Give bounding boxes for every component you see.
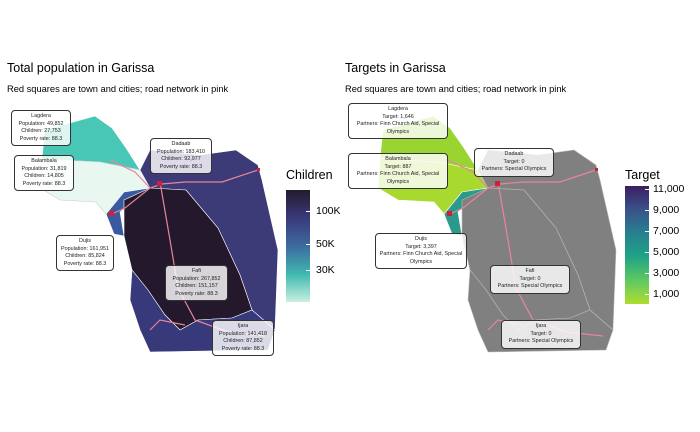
target-tick-mark <box>645 231 649 232</box>
target-tick-mark <box>645 210 649 211</box>
children-legend-colorbar <box>286 190 310 302</box>
left-map-subtitle: Red squares are town and cities; road ne… <box>7 84 229 94</box>
label-dujis: Dujis Target: 3,397 Partners: Finn Church… <box>375 233 467 270</box>
right-map-panel: Targets in Garissa Red squares are town … <box>340 0 700 432</box>
target-tick-mark <box>645 273 649 274</box>
target-tick-mark <box>645 252 649 253</box>
label-fafi: Fafi Target: 0 Partners: Special Olympics <box>490 265 570 294</box>
children-tick-mark <box>306 244 310 245</box>
town-markers <box>109 168 260 216</box>
target-legend-colorbar <box>625 186 649 304</box>
left-map-title: Total population in Garissa <box>7 61 155 75</box>
target-tick-label: 5,000 <box>653 246 680 258</box>
target-tick-mark <box>645 189 649 190</box>
label-dadaab: Dadaab Target: 0 Partners: Special Olympi… <box>474 148 554 177</box>
label-lagdera: Lagdera Target: 1,646 Partners: Finn Chur… <box>348 103 448 140</box>
left-map-panel: Total population in Garissa Red squares … <box>7 61 341 357</box>
target-tick-label: 3,000 <box>653 267 680 279</box>
target-tick-label: 7,000 <box>653 225 680 237</box>
right-map-title: Targets in Garissa <box>345 61 446 75</box>
children-tick-mark <box>306 211 310 212</box>
children-tick-mark <box>306 270 310 271</box>
target-tick-label: 1,000 <box>653 288 680 300</box>
label-fafi: Fafi Population: 267,852 Children: 151,15… <box>165 265 228 302</box>
label-ijara: Ijara Population: 141,418 Children: 87,85… <box>212 320 274 357</box>
target-tick-mark <box>645 294 649 295</box>
label-balambala: Balambala Population: 31,819 Children: 14… <box>14 155 74 192</box>
children-tick-label: 30K <box>316 264 335 276</box>
children-tick-label: 50K <box>316 238 335 250</box>
label-dujis: Dujis Population: 161,951 Children: 85,82… <box>56 235 114 272</box>
label-balambala: Balambala Target: 887 Partners: Finn Chur… <box>348 153 448 190</box>
children-legend-title: Children <box>286 168 333 182</box>
right-map-subtitle: Red squares are town and cities; road ne… <box>345 84 567 94</box>
label-dadaab: Dadaab Population: 183,410 Children: 92,9… <box>150 138 212 175</box>
target-legend-title: Target <box>625 168 660 182</box>
town-markers <box>447 168 598 216</box>
region-dujis[interactable] <box>105 187 152 237</box>
target-tick-label: 9,000 <box>653 204 680 216</box>
label-lagdera: Lagdera Population: 49,852 Children: 27,7… <box>11 110 71 147</box>
label-ijara: Ijara Target: 0 Partners: Special Olympic… <box>501 320 581 349</box>
children-tick-label: 100K <box>316 205 341 217</box>
target-tick-label: 11,000 <box>653 183 685 195</box>
